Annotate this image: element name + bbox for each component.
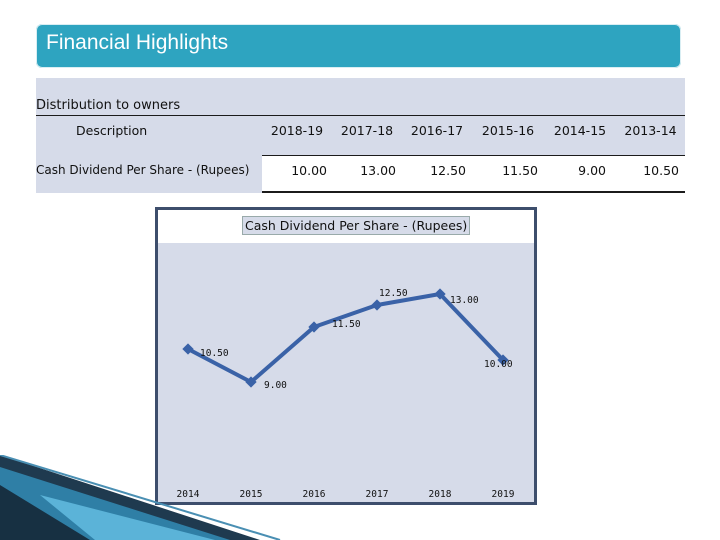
data-label: 9.00 [264,380,287,391]
data-label: 12.50 [379,288,408,299]
column-header-2014-15: 2014-15 [553,123,607,138]
page-title: Financial Highlights [46,31,229,54]
cell-2017-18: 13.00 [360,163,396,178]
line-chart: Cash Dividend Per Share - (Rupees) 10.50… [155,207,537,505]
table-top-border [36,115,685,116]
table-bottom-border [262,191,685,193]
chart-title: Cash Dividend Per Share - (Rupees) [242,216,471,235]
cell-2013-14: 10.50 [643,163,679,178]
x-tick-label: 2017 [366,489,389,500]
financial-table: Distribution to owners Description 2018-… [36,78,685,193]
cell-2018-19: 10.00 [291,163,327,178]
column-header-2013-14: 2013-14 [624,123,677,138]
table-header-border [262,155,685,156]
data-point [371,299,383,311]
cell-2016-17: 12.50 [430,163,466,178]
column-header-2016-17: 2016-17 [410,123,464,138]
data-label: 13.00 [450,295,479,306]
data-point [497,354,509,366]
column-header-2018-19: 2018-19 [270,123,324,138]
row-label: Cash Dividend Per Share - (Rupees) [36,163,250,177]
column-header-description: Description [76,123,148,138]
x-tick-label: 2019 [492,489,515,500]
x-tick-label: 2015 [240,489,263,500]
section-title: Distribution to owners [36,98,181,113]
data-label: 10.00 [484,359,513,370]
values-background [262,155,685,193]
data-label: 10.50 [200,348,229,359]
series-line [187,292,505,384]
decorative-swoosh [0,455,281,540]
x-tick-label: 2016 [303,489,326,500]
column-header-2015-16: 2015-16 [481,123,535,138]
x-tick-label: 2018 [429,489,452,500]
cell-2015-16: 11.50 [502,163,538,178]
title-bar: Financial Highlights [36,24,681,68]
cell-2014-15: 9.00 [578,163,606,178]
column-header-2017-18: 2017-18 [340,123,394,138]
x-tick-label: 2014 [177,489,200,500]
data-label: 11.50 [332,319,361,330]
chart-plot: 10.50 2014 9.00 2015 11.50 2016 12.50 2017 13.00… [177,288,515,500]
